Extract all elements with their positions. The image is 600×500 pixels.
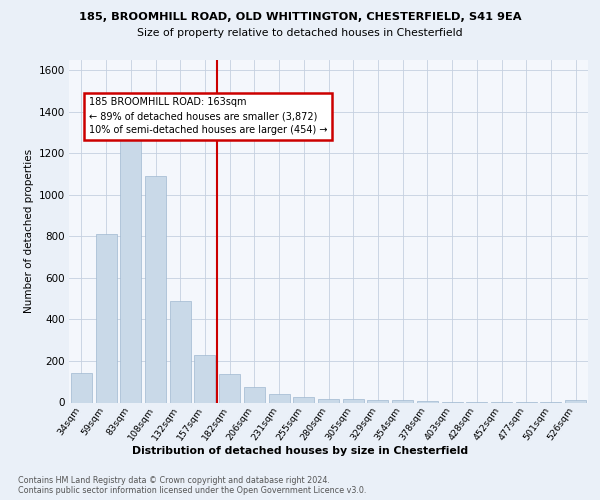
Bar — [367, 400, 388, 402]
Bar — [145, 176, 166, 402]
Bar — [71, 374, 92, 402]
Bar — [343, 400, 364, 402]
Bar — [392, 400, 413, 402]
Text: 185 BROOMHILL ROAD: 163sqm
← 89% of detached houses are smaller (3,872)
10% of s: 185 BROOMHILL ROAD: 163sqm ← 89% of deta… — [89, 98, 327, 136]
Bar — [194, 355, 215, 403]
Bar — [120, 134, 141, 402]
Bar — [170, 301, 191, 402]
Text: Distribution of detached houses by size in Chesterfield: Distribution of detached houses by size … — [132, 446, 468, 456]
Text: Size of property relative to detached houses in Chesterfield: Size of property relative to detached ho… — [137, 28, 463, 38]
Text: 185, BROOMHILL ROAD, OLD WHITTINGTON, CHESTERFIELD, S41 9EA: 185, BROOMHILL ROAD, OLD WHITTINGTON, CH… — [79, 12, 521, 22]
Bar — [95, 234, 116, 402]
Bar — [244, 387, 265, 402]
Bar — [269, 394, 290, 402]
Text: Contains public sector information licensed under the Open Government Licence v3: Contains public sector information licen… — [18, 486, 367, 495]
Bar — [318, 399, 339, 402]
Bar — [219, 374, 240, 402]
Text: Contains HM Land Registry data © Crown copyright and database right 2024.: Contains HM Land Registry data © Crown c… — [18, 476, 330, 485]
Bar — [565, 400, 586, 402]
Y-axis label: Number of detached properties: Number of detached properties — [25, 149, 34, 314]
Bar — [293, 398, 314, 402]
